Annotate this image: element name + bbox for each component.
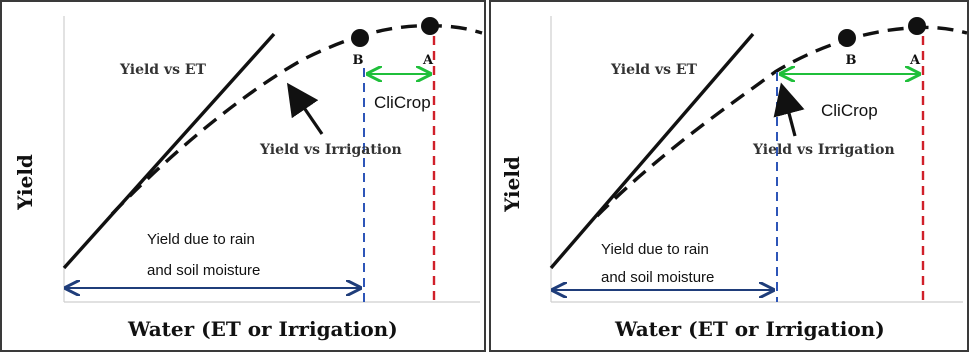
point-b-label: B	[353, 53, 364, 68]
point-b-label: B	[846, 53, 857, 68]
point-a-label: A	[422, 53, 434, 68]
point-b-dot	[838, 29, 856, 47]
y-axis-label: Yield	[500, 156, 524, 213]
clicrop-label: CliCrop	[821, 101, 878, 120]
diagram-panel-left: Yield Water (ET or Irrigation) B A CliCr…	[0, 0, 486, 352]
clicrop-label: CliCrop	[374, 93, 431, 112]
y-axis-label: Yield	[13, 154, 37, 211]
yield-vs-irrigation-curve	[110, 23, 483, 216]
point-b-dot	[351, 29, 369, 47]
x-axis-label: Water (ET or Irrigation)	[614, 317, 885, 341]
yield-vs-irrigation-curve	[595, 25, 968, 218]
point-a-label: A	[909, 53, 921, 68]
irrigation-pointer-arrow	[773, 82, 805, 137]
yield-vs-et-line	[62, 32, 276, 270]
yield-vs-et-label: Yield vs ET	[119, 62, 207, 78]
rain-label-line1: Yield due to rain	[147, 231, 255, 248]
diagram-right-svg: Yield Water (ET or Irrigation) B A CliCr…	[500, 16, 968, 341]
rain-label-line2: and soil moisture	[147, 262, 260, 279]
yield-vs-et-label: Yield vs ET	[610, 62, 698, 78]
rain-label-line1: Yield due to rain	[601, 241, 709, 258]
diagram-left-svg: Yield Water (ET or Irrigation) B A CliCr…	[13, 16, 483, 341]
diagram-panel-right: Yield Water (ET or Irrigation) B A CliCr…	[489, 0, 969, 352]
x-axis-label: Water (ET or Irrigation)	[127, 317, 398, 341]
point-a-dot	[421, 17, 439, 35]
yield-vs-et-line	[549, 32, 755, 270]
yield-vs-irrigation-label: Yield vs Irrigation	[259, 142, 402, 158]
yield-vs-irrigation-label: Yield vs Irrigation	[752, 142, 895, 158]
point-a-dot	[908, 17, 926, 35]
rain-label-line2: and soil moisture	[601, 269, 714, 286]
irrigation-pointer-arrow	[286, 82, 324, 135]
